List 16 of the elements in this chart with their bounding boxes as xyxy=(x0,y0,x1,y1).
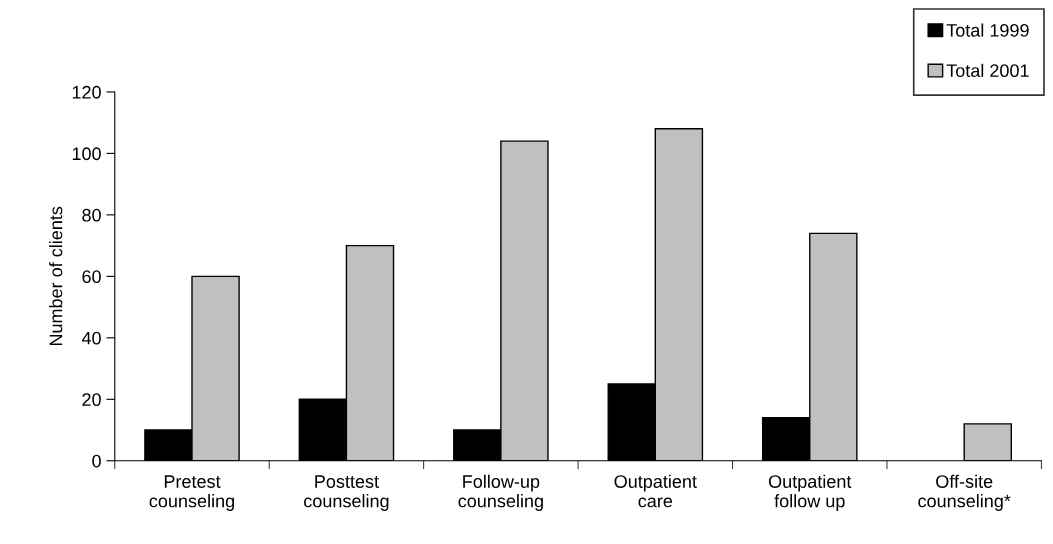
x-tick-label: Pretest counseling xyxy=(149,475,234,511)
y-axis-title: Number of clients xyxy=(49,206,63,346)
x-tick-label: Outpatient follow up xyxy=(768,474,852,511)
y-tick-label: 100 xyxy=(72,147,101,161)
y-tick-label: 80 xyxy=(82,208,101,222)
legend-label: Total 1999 xyxy=(946,23,1029,37)
y-tick-label: 40 xyxy=(81,331,101,345)
x-tick-label: Follow-up counseling xyxy=(458,474,543,511)
x-tick-label: Off-site counseling* xyxy=(918,474,1011,511)
x-tick-label: Outpatient care xyxy=(614,474,697,508)
legend-label: Total 2001 xyxy=(946,63,1029,78)
y-tick-label: 20 xyxy=(82,393,101,407)
y-tick-label: 120 xyxy=(72,85,101,99)
y-tick-label: 60 xyxy=(82,270,101,284)
y-tick-label: 0 xyxy=(92,454,101,468)
x-tick-label: Posttest counseling xyxy=(304,475,389,511)
